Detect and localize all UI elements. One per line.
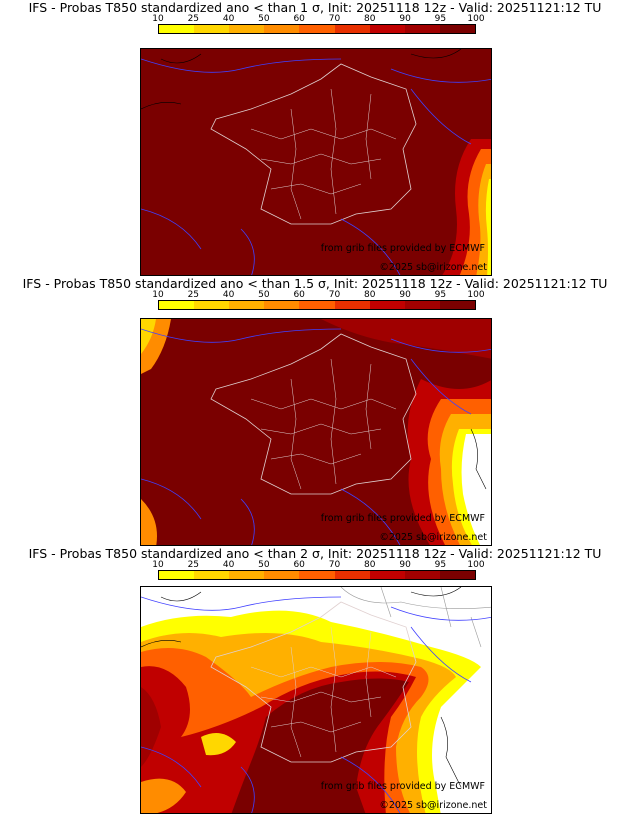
colorbar-tick-label: 50 — [258, 14, 270, 24]
colorbar-swatch — [334, 571, 370, 579]
colorbar-ticks: 10 25 40 50 60 70 80 90 95 100 — [152, 560, 484, 570]
colorbar-swatch — [369, 571, 405, 579]
colorbar-swatch — [369, 301, 405, 309]
colorbar-tick-label: 100 — [467, 14, 485, 24]
source-credit: from grib files provided by ECMWF — [320, 513, 485, 524]
colorbar-swatch — [439, 301, 475, 309]
colorbar-tick-label: 50 — [258, 560, 270, 570]
colorbar-tick-label: 40 — [222, 560, 235, 570]
colorbar-tick-label: 70 — [328, 14, 341, 24]
colorbar — [158, 570, 476, 580]
colorbar-swatch — [229, 25, 265, 33]
copyright-credit: ©2025 sb@irizone.net — [379, 800, 487, 811]
colorbar-tick-label: 90 — [399, 290, 411, 300]
colorbar-swatch — [264, 301, 300, 309]
colorbar-swatch — [439, 571, 475, 579]
colorbar-tick-label: 80 — [364, 290, 376, 300]
colorbar-swatch — [404, 25, 440, 33]
colorbar-tick-label: 60 — [293, 290, 305, 300]
colorbar-swatch — [299, 301, 335, 309]
colorbar-tick-label: 10 — [152, 560, 164, 570]
colorbar-tick-label: 95 — [434, 14, 447, 24]
colorbar-tick-label: 90 — [399, 14, 411, 24]
copyright-credit: ©2025 sb@irizone.net — [379, 532, 487, 543]
colorbar-tick-label: 100 — [467, 290, 485, 300]
copyright-credit: ©2025 sb@irizone.net — [379, 262, 487, 273]
panel-title: IFS - Probas T850 standardized ano < tha… — [22, 276, 608, 291]
colorbar-tick-label: 80 — [364, 14, 376, 24]
colorbar-tick-label: 70 — [328, 290, 341, 300]
colorbar-ticks: 10 25 40 50 60 70 80 90 95 100 — [152, 14, 484, 24]
colorbar-swatch — [194, 571, 230, 579]
colorbar-tick-label: 60 — [293, 14, 305, 24]
map-panel-2: IFS - Probas T850 standardized ano < tha… — [0, 276, 630, 552]
colorbar-tick-label: 25 — [187, 14, 200, 24]
colorbar-swatch — [229, 571, 265, 579]
colorbar-swatch — [334, 301, 370, 309]
colorbar-swatch — [404, 571, 440, 579]
colorbar-swatch — [229, 301, 265, 309]
colorbar-swatch — [404, 301, 440, 309]
colorbar-swatch — [299, 25, 335, 33]
colorbar-swatch — [439, 25, 475, 33]
map-panel-1: IFS - Probas T850 standardized ano < tha… — [0, 0, 630, 276]
probability-map — [141, 319, 491, 545]
colorbar-ticks: 10 25 40 50 60 70 80 90 95 100 — [152, 290, 484, 300]
colorbar-tick-label: 95 — [434, 290, 447, 300]
colorbar-tick-label: 10 — [152, 14, 164, 24]
panel-title: IFS - Probas T850 standardized ano < tha… — [28, 0, 602, 15]
colorbar-swatch — [334, 25, 370, 33]
colorbar-tick-label: 40 — [222, 290, 235, 300]
colorbar-tick-label: 10 — [152, 290, 164, 300]
colorbar-tick-label: 100 — [467, 560, 485, 570]
panel-title: IFS - Probas T850 standardized ano < tha… — [28, 546, 602, 561]
colorbar-swatch — [159, 301, 195, 309]
colorbar-swatch — [264, 25, 300, 33]
probability-map — [141, 587, 491, 813]
source-credit: from grib files provided by ECMWF — [320, 243, 485, 254]
colorbar-swatch — [194, 301, 230, 309]
source-credit: from grib files provided by ECMWF — [320, 781, 485, 792]
colorbar-swatch — [159, 25, 195, 33]
colorbar — [158, 24, 476, 34]
colorbar-tick-label: 25 — [187, 560, 200, 570]
colorbar-tick-label: 90 — [399, 560, 411, 570]
colorbar-tick-label: 25 — [187, 290, 200, 300]
colorbar — [158, 300, 476, 310]
colorbar-tick-label: 60 — [293, 560, 305, 570]
colorbar-tick-label: 80 — [364, 560, 376, 570]
colorbar-tick-label: 70 — [328, 560, 341, 570]
map-frame: from grib files provided by ECMWF ©2025 … — [140, 48, 492, 276]
probability-map — [141, 49, 491, 275]
colorbar-swatch — [299, 571, 335, 579]
map-frame: from grib files provided by ECMWF ©2025 … — [140, 318, 492, 546]
colorbar-swatch — [194, 25, 230, 33]
map-panel-3: IFS - Probas T850 standardized ano < tha… — [0, 546, 630, 822]
colorbar-tick-label: 50 — [258, 290, 270, 300]
colorbar-swatch — [159, 571, 195, 579]
colorbar-tick-label: 40 — [222, 14, 235, 24]
colorbar-swatch — [369, 25, 405, 33]
map-frame: from grib files provided by ECMWF ©2025 … — [140, 586, 492, 814]
colorbar-tick-label: 95 — [434, 560, 447, 570]
colorbar-swatch — [264, 571, 300, 579]
